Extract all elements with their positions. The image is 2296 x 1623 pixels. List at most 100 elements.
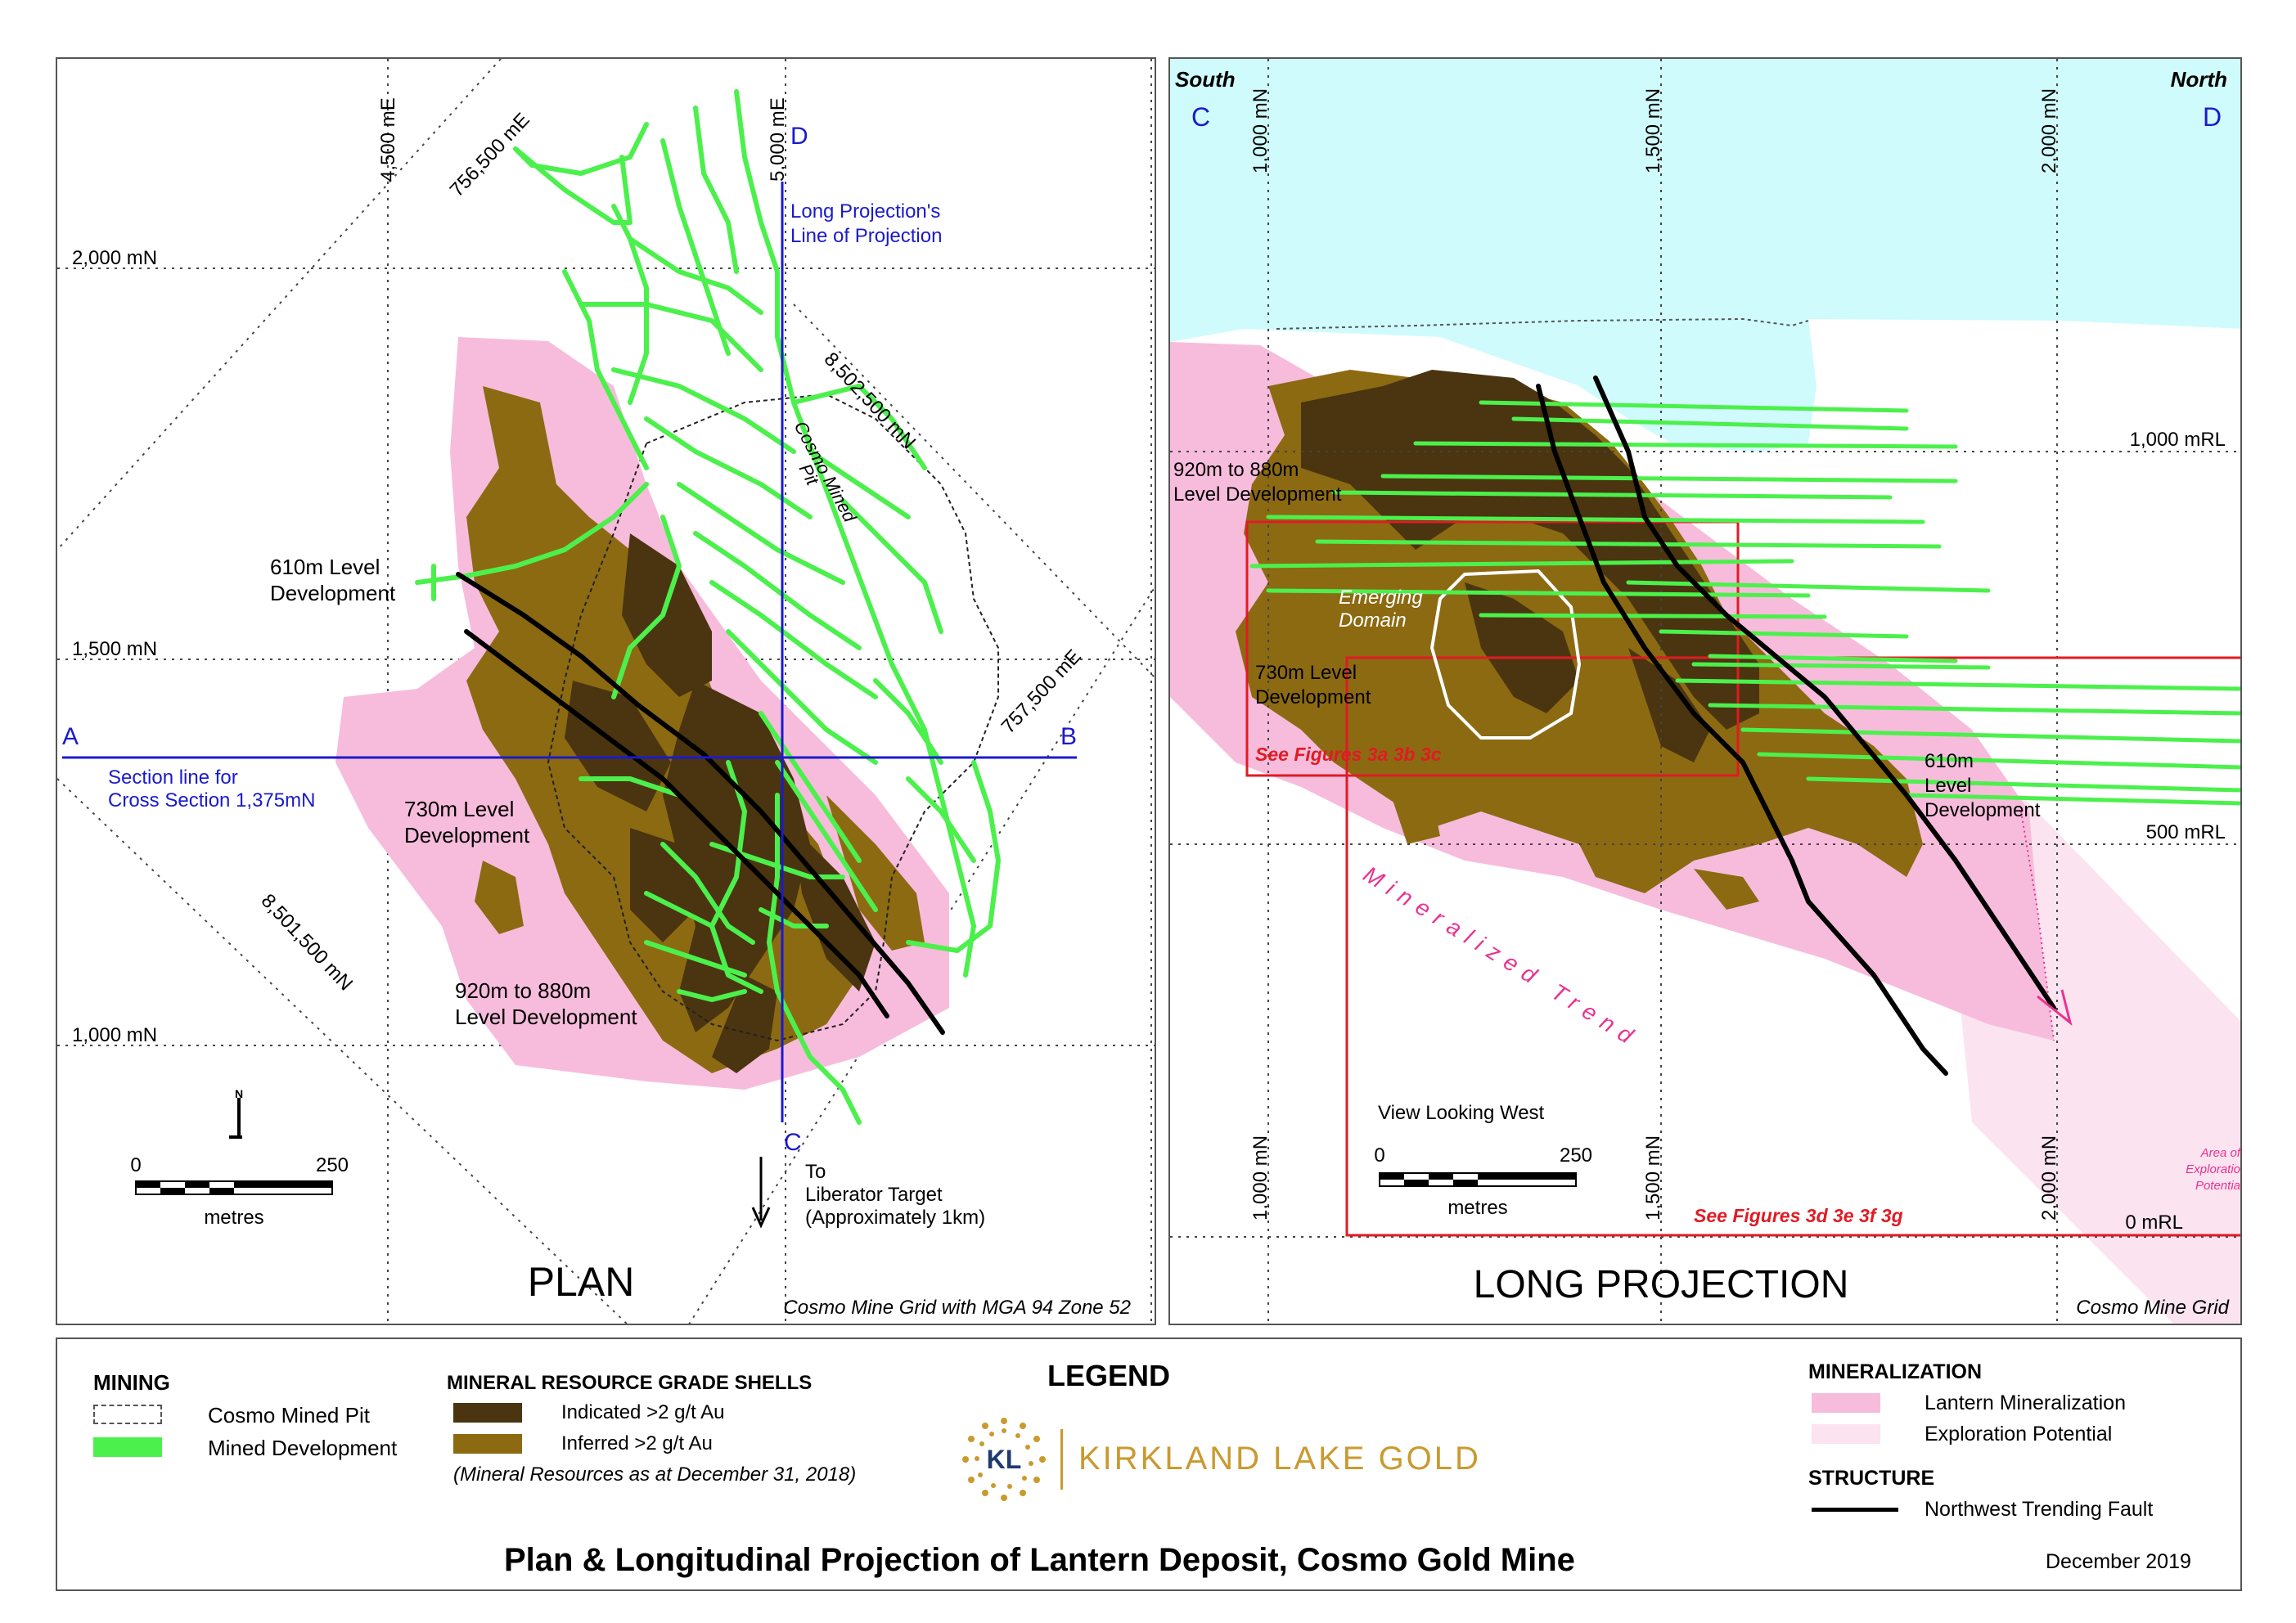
long-730-label-2: Development <box>1255 686 1371 708</box>
projection-lines-plan <box>62 182 1077 1122</box>
plan-730-label-2: Development <box>404 823 530 847</box>
long-grid-0mRL: 0 mRL <box>2125 1212 2183 1234</box>
plan-scale-bar: 0 250 metres <box>130 1154 349 1229</box>
long-610-label-3: Development <box>1925 799 2041 821</box>
legend-grade-note: (Mineral Resources as at December 31, 20… <box>453 1463 857 1486</box>
grid-label-4500mE: 4,500 mE <box>377 97 399 182</box>
view-label: View Looking West <box>1378 1102 1545 1124</box>
svg-text:250: 250 <box>1560 1144 1592 1167</box>
legend-mined-dev-label: Mined Development <box>208 1436 398 1460</box>
legend-title: LEGEND <box>1047 1359 1171 1392</box>
legend-fault-swatch <box>1812 1508 1898 1512</box>
trend-arrow-icon <box>2037 989 2073 1026</box>
logo-divider <box>1060 1429 1063 1490</box>
svg-text:250: 250 <box>316 1154 349 1176</box>
long-grid-1500mN-top: 1,500 mN <box>1642 88 1664 173</box>
area-label-2: Exploratio <box>2186 1162 2240 1176</box>
long-grid-1500mN-bottom: 1,500 mN <box>1642 1135 1664 1221</box>
legend-indicated-swatch <box>453 1403 522 1423</box>
mined-development-plan <box>415 89 1001 1125</box>
logo-sunburst-icon: KL <box>962 1418 1046 1501</box>
plan-610-label-1: 610m Level <box>270 555 380 579</box>
long-end-c: C <box>1191 102 1210 132</box>
legend-pit-swatch <box>93 1405 162 1424</box>
plan-title: PLAN <box>528 1259 635 1305</box>
svg-text:0: 0 <box>1374 1144 1384 1167</box>
mined-development-long <box>1249 400 2240 806</box>
svg-text:metres: metres <box>1447 1197 1507 1219</box>
legend-exploration-label: Exploration Potential <box>1925 1423 2113 1445</box>
legend-mineralization-heading: MINERALIZATION <box>1808 1360 1983 1383</box>
legend-inferred-swatch <box>453 1434 522 1454</box>
line-end-b: B <box>1060 723 1077 750</box>
long-920-label-2: Level Development <box>1173 483 1342 506</box>
legend-pit-label: Cosmo Mined Pit <box>208 1403 370 1427</box>
long-scale-bar: 0 250 metres <box>1374 1144 1592 1219</box>
long-end-d: D <box>2203 102 2222 132</box>
south-label: South <box>1175 67 1236 92</box>
mineralized-trend-label: Mineralized Trend <box>1359 861 1645 1053</box>
long-920-label-1: 920m to 880m <box>1173 459 1299 481</box>
area-label-3: Potentia <box>2195 1179 2240 1193</box>
north-label: North <box>2171 67 2227 92</box>
line-end-d: D <box>790 123 808 150</box>
long-grid-2000mN-bottom: 2,000 mN <box>2038 1135 2060 1221</box>
legend-mined-dev-swatch <box>93 1437 162 1457</box>
liberator-arrow <box>751 1157 771 1229</box>
legend-exploration-swatch <box>1812 1424 1880 1444</box>
legend-panel: MINING Cosmo Mined Pit Mined Development… <box>56 1338 2242 1591</box>
cosmo-mined-pit-long <box>1276 317 1809 330</box>
legend-grade-heading: MINERAL RESOURCE GRADE SHELLS <box>447 1372 813 1394</box>
long-grid-1000mRL: 1,000 mRL <box>2130 429 2226 451</box>
target-label-2: Liberator Target <box>805 1184 943 1206</box>
grid-label-2000mN: 2,000 mN <box>72 247 157 269</box>
grid-label-1500mN: 1,500 mN <box>72 638 157 660</box>
long-730-label-1: 730m Level <box>1255 662 1357 684</box>
long-title: LONG PROJECTION <box>1474 1263 1849 1306</box>
long-projection-map: South North C D 1,000 mN 1,500 mN 2,000 … <box>1170 59 2242 1324</box>
long-grid <box>1170 59 2240 1324</box>
svg-text:metres: metres <box>204 1207 263 1229</box>
emerging-label-2: Domain <box>1339 609 1407 632</box>
section-line-label-2: Cross Section 1,375mN <box>108 789 315 812</box>
long-projection-line-label-2: Line of Projection <box>790 225 942 247</box>
north-arrow-icon: N <box>229 1087 243 1139</box>
plan-920-label-2: Level Development <box>455 1005 637 1029</box>
long-610-label-2: Level <box>1925 775 1971 797</box>
legend-structure-heading: STRUCTURE <box>1808 1467 1935 1490</box>
main-title: Plan & Longitudinal Projection of Lanter… <box>504 1542 1575 1578</box>
plan-610-label-2: Development <box>270 581 396 605</box>
plan-730-label-1: 730m Level <box>404 797 514 821</box>
grid-label-5000mE: 5,000 mE <box>767 97 789 182</box>
map-date: December 2019 <box>2046 1550 2191 1573</box>
cosmo-mined-pit-plan <box>547 393 999 1042</box>
legend-indicated-label: Indicated >2 g/t Au <box>561 1401 725 1423</box>
long-610-label-1: 610m <box>1925 750 1974 772</box>
grid-label-8502500mN: 8,502,500 mN <box>820 348 921 454</box>
grid-label-1000mN: 1,000 mN <box>72 1024 157 1046</box>
long-grid-500mRL: 500 mRL <box>2146 821 2226 843</box>
long-projection-panel: South North C D 1,000 mN 1,500 mN 2,000 … <box>1168 57 2242 1325</box>
long-grid-1000mN-bottom: 1,000 mN <box>1249 1135 1272 1221</box>
see-figures-3defg: See Figures 3d 3e 3f 3g <box>1694 1205 1903 1226</box>
plan-920-label-1: 920m to 880m <box>455 978 591 1003</box>
grid-label-8501500mN: 8,501,500 mN <box>257 890 358 996</box>
area-label-1: Area of <box>2200 1146 2242 1160</box>
plan-grid-note: Cosmo Mine Grid with MGA 94 Zone 52 <box>783 1297 1131 1319</box>
plan-map: 4,500 mE 5,000 mE 756,500 mE 8,502,500 m… <box>57 59 1155 1324</box>
legend-fault-label: Northwest Trending Fault <box>1925 1498 2154 1521</box>
long-grid-2000mN-top: 2,000 mN <box>2038 88 2060 173</box>
target-label-3: (Approximately 1km) <box>805 1207 985 1229</box>
faults-long <box>1536 375 2056 1076</box>
emerging-label-1: Emerging <box>1339 587 1423 609</box>
legend-lantern-swatch <box>1812 1393 1880 1413</box>
long-grid-note: Cosmo Mine Grid <box>2076 1297 2229 1319</box>
target-label-1: To <box>805 1161 826 1183</box>
logo-company-name: KIRKLAND LAKE GOLD <box>1078 1441 1481 1477</box>
see-figures-3abc: See Figures 3a 3b 3c <box>1255 744 1442 765</box>
long-grid-1000mN-top: 1,000 mN <box>1249 88 1272 173</box>
legend-inferred-label: Inferred >2 g/t Au <box>561 1432 713 1454</box>
sky-area <box>1170 59 2240 452</box>
svg-text:0: 0 <box>130 1154 141 1176</box>
section-line-label-1: Section line for <box>108 767 238 789</box>
